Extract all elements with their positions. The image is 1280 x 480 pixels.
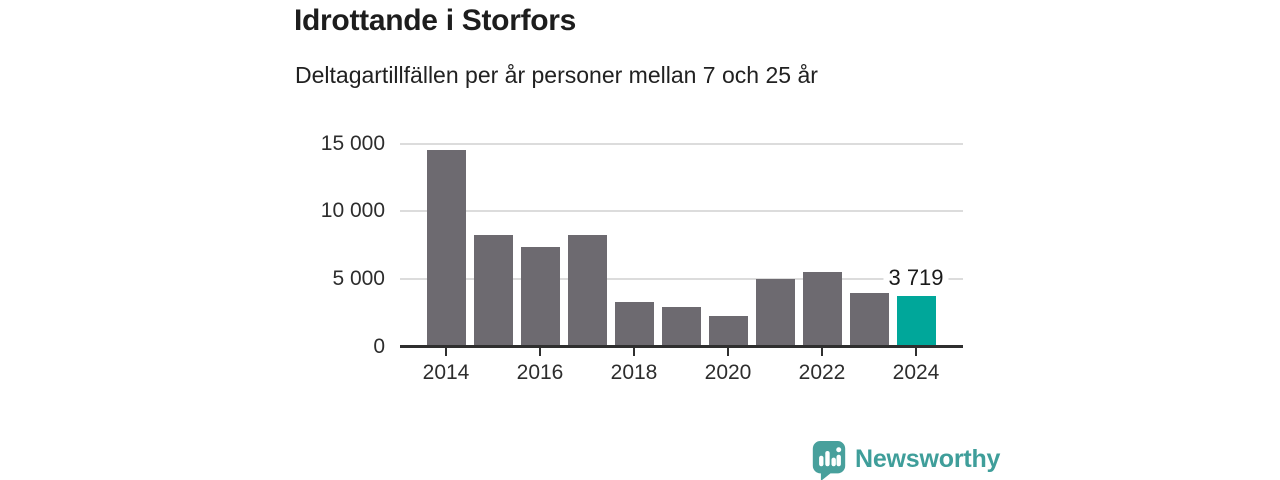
bar-2019: [661, 306, 701, 347]
chart-subtitle: Deltagartillfällen per år personer mella…: [295, 62, 818, 88]
bar-2015: [473, 234, 513, 347]
x-axis-tick-label: 2020: [704, 360, 752, 384]
x-axis-tick-2014: [445, 347, 447, 356]
y-axis-tick-label: 0: [373, 334, 385, 358]
bar-2021: [755, 278, 795, 347]
newsworthy-logo-icon: [812, 441, 846, 480]
y-axis-tick-label: 15 000: [320, 131, 385, 155]
bar-2020: [708, 316, 748, 347]
bar-2024: [896, 296, 936, 347]
x-axis-tick-2016: [539, 347, 541, 356]
x-axis-tick-label: 2022: [798, 360, 846, 384]
page-title: Idrottande i Storfors: [294, 4, 577, 37]
gridline-15000: [400, 142, 963, 145]
bar-2017: [567, 235, 607, 347]
x-axis-tick-label: 2024: [892, 360, 940, 384]
bar-2014: [426, 149, 466, 347]
gridline-5000: [400, 278, 963, 281]
y-axis-tick-label: 10 000: [320, 199, 385, 223]
y-axis-tick-label: 5 000: [332, 267, 385, 291]
bar-2018: [614, 302, 654, 347]
x-axis-line: [400, 344, 963, 348]
x-axis-tick-2020: [727, 347, 729, 356]
bar-2023: [849, 292, 889, 347]
brand-name: Newsworthy: [855, 444, 1001, 473]
x-axis-tick-label: 2018: [610, 360, 658, 384]
bar-2022: [802, 272, 842, 347]
brand-footer: Newsworthy: [812, 441, 1000, 480]
highlight-value-label: 3 719: [883, 265, 949, 292]
x-axis-tick-label: 2014: [422, 360, 470, 384]
x-axis-tick-label: 2016: [516, 360, 564, 384]
x-axis-tick-2024: [915, 347, 917, 356]
gridline-10000: [400, 210, 963, 213]
bar-2016: [520, 247, 560, 347]
x-axis-tick-2018: [633, 347, 635, 356]
x-axis-tick-2022: [821, 347, 823, 356]
